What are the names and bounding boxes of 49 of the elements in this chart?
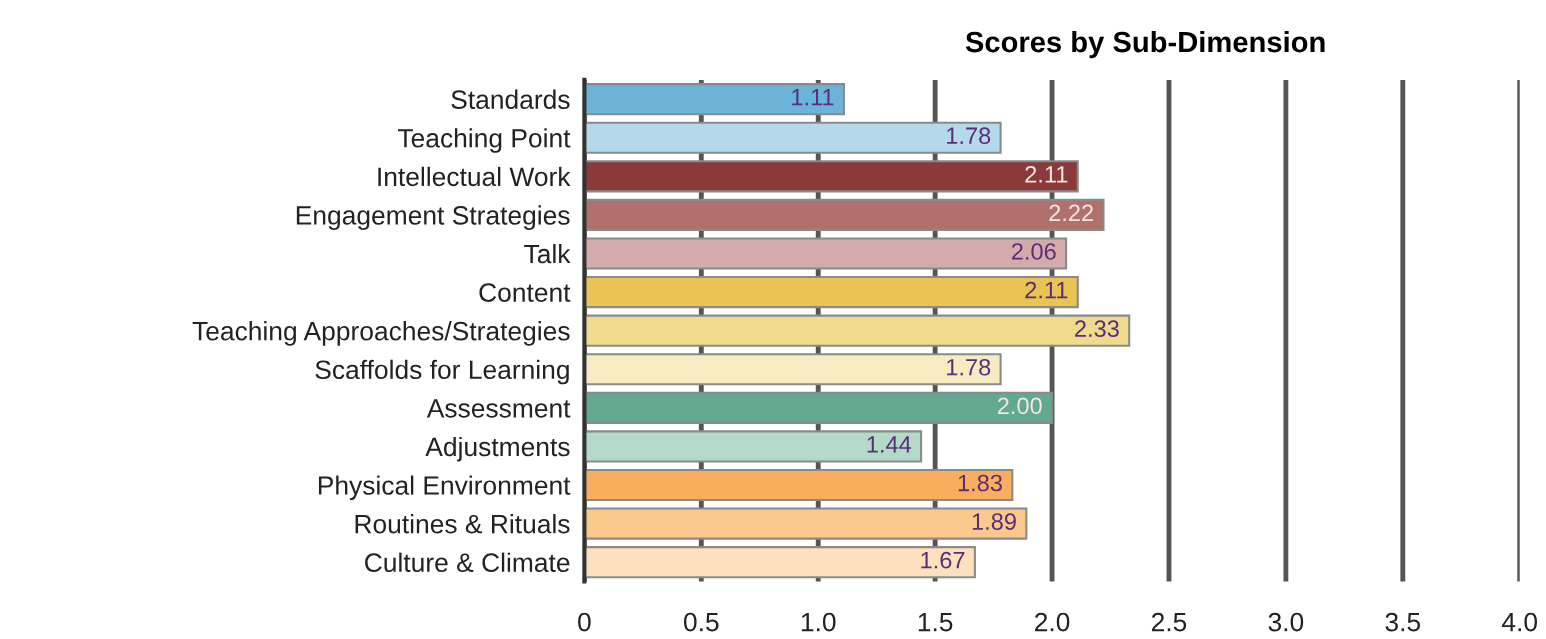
x-tick-label: 1.0 xyxy=(801,612,836,632)
bar xyxy=(584,198,1105,232)
y-tick-label: Content xyxy=(479,283,571,302)
x-tick-label: 0 xyxy=(578,612,591,632)
data-label: 2.11 xyxy=(1025,281,1068,299)
bar xyxy=(584,430,923,463)
bar xyxy=(584,121,1002,154)
data-label: 1.89 xyxy=(972,513,1016,530)
x-tick-label: 2.0 xyxy=(1035,612,1070,632)
bar xyxy=(584,314,1131,347)
bar xyxy=(584,546,976,579)
data-label: 1.78 xyxy=(947,358,991,376)
bar xyxy=(584,353,1002,386)
y-tick-label: Physical Environment xyxy=(318,475,571,501)
x-tick-label: 3.5 xyxy=(1385,612,1421,632)
bar xyxy=(584,160,1079,193)
data-label: 1.83 xyxy=(958,474,1002,492)
data-label: 1.78 xyxy=(947,127,991,145)
bar xyxy=(584,468,1014,502)
data-label: 1.67 xyxy=(921,551,965,569)
y-tick-label: Adjustments xyxy=(425,436,570,462)
y-tick-label: Intellectual Work xyxy=(378,166,571,187)
data-label: 2.33 xyxy=(1075,320,1119,338)
y-tick-label: Routines & Rituals xyxy=(355,514,570,534)
x-tick-label: 1.5 xyxy=(918,613,953,632)
x-tick-label: 3.0 xyxy=(1268,612,1304,632)
bar xyxy=(584,391,1054,424)
data-label: 1.11 xyxy=(792,89,834,106)
y-tick-label: Engagement Strategies xyxy=(296,205,570,230)
y-tick-label: Talk xyxy=(524,243,571,264)
y-tick-label: Standards xyxy=(451,89,570,109)
y-tick-label: Teaching Approaches/Strategies xyxy=(192,321,570,346)
y-tick-label: Teaching Point xyxy=(398,128,571,153)
bar xyxy=(584,276,1079,309)
x-tick-label: 2.5 xyxy=(1151,612,1187,632)
bar xyxy=(584,237,1068,270)
bar xyxy=(584,507,1028,540)
y-tick-label: Culture & Climate xyxy=(365,552,570,573)
y-tick-label: Scaffolds for Learning xyxy=(315,359,569,385)
data-label: 2.06 xyxy=(1011,243,1056,260)
data-label: 2.11 xyxy=(1025,165,1068,183)
y-tick-label: Assessment xyxy=(426,399,571,418)
bar xyxy=(584,83,845,116)
data-label: 2.22 xyxy=(1049,204,1093,222)
x-tick-label: 4.0 xyxy=(1501,612,1538,632)
data-label: 1.44 xyxy=(867,436,912,453)
data-label: 2.00 xyxy=(997,397,1042,415)
chart-title: Scores by Sub-Dimension xyxy=(965,30,1325,59)
x-tick-label: 0.5 xyxy=(683,612,719,632)
